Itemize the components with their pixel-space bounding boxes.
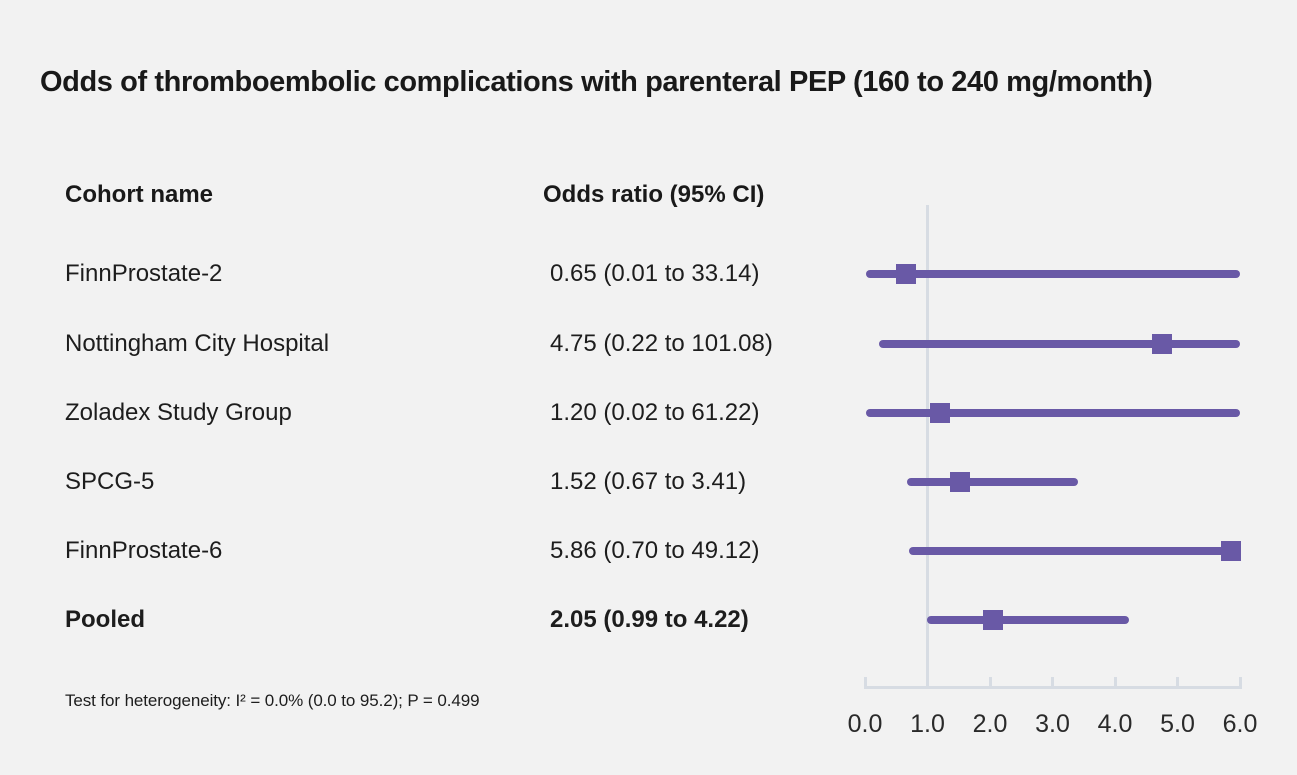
x-axis-tick [1238, 677, 1242, 686]
cohort-name: Zoladex Study Group [65, 399, 292, 426]
cohort-name: SPCG-5 [65, 468, 155, 495]
x-axis-tick-label: 3.0 [1035, 710, 1070, 738]
odds-ratio-value: 1.52 (0.67 to 3.41) [550, 468, 747, 495]
column-header-cohort-name: Cohort name [65, 181, 214, 208]
odds-ratio-marker [1221, 541, 1242, 561]
x-axis-tick [1051, 677, 1054, 686]
x-axis-tick-label: 4.0 [1097, 710, 1133, 738]
x-axis-tick [926, 677, 929, 686]
x-axis-tick-label: 0.0 [847, 710, 883, 738]
cohort-name: Nottingham City Hospital [65, 330, 330, 357]
odds-ratio-marker [1151, 334, 1172, 354]
confidence-interval-line [865, 270, 1240, 278]
x-axis-tick [1176, 677, 1179, 686]
cohort-name: FinnProstate-2 [65, 260, 223, 287]
confidence-interval-line [908, 547, 1240, 555]
odds-ratio-marker [983, 610, 1004, 630]
chart-title: Odds of thromboembolic complications wit… [40, 66, 1153, 98]
x-axis-tick-label: 5.0 [1160, 710, 1195, 738]
cohort-name: Pooled [65, 606, 146, 633]
confidence-interval-line [878, 340, 1240, 348]
reference-line-or-1 [926, 205, 929, 689]
x-axis-line [863, 686, 1242, 689]
confidence-interval-line [866, 409, 1240, 417]
odds-ratio-marker [930, 403, 950, 423]
odds-ratio-marker [895, 264, 916, 284]
x-axis-tick [863, 677, 867, 686]
cohort-name: FinnProstate-6 [65, 537, 223, 564]
confidence-interval-line [906, 478, 1079, 486]
x-axis-tick [988, 677, 992, 686]
column-header-odds-ratio: Odds ratio (95% CI) [543, 181, 765, 208]
x-axis-tick-label: 2.0 [972, 710, 1008, 738]
odds-ratio-value: 2.05 (0.99 to 4.22) [550, 606, 749, 633]
odds-ratio-value: 0.65 (0.01 to 33.14) [550, 260, 760, 287]
odds-ratio-marker [950, 472, 970, 492]
x-axis-tick [1113, 677, 1117, 686]
odds-ratio-value: 4.75 (0.22 to 101.08) [550, 330, 773, 357]
odds-ratio-value: 1.20 (0.02 to 61.22) [550, 399, 760, 426]
confidence-interval-line [926, 616, 1129, 624]
x-axis-tick-label: 1.0 [910, 710, 945, 738]
x-axis-tick-label: 6.0 [1222, 710, 1258, 738]
heterogeneity-note: Test for heterogeneity: I² = 0.0% (0.0 t… [65, 691, 480, 710]
odds-ratio-value: 5.86 (0.70 to 49.12) [550, 537, 760, 564]
